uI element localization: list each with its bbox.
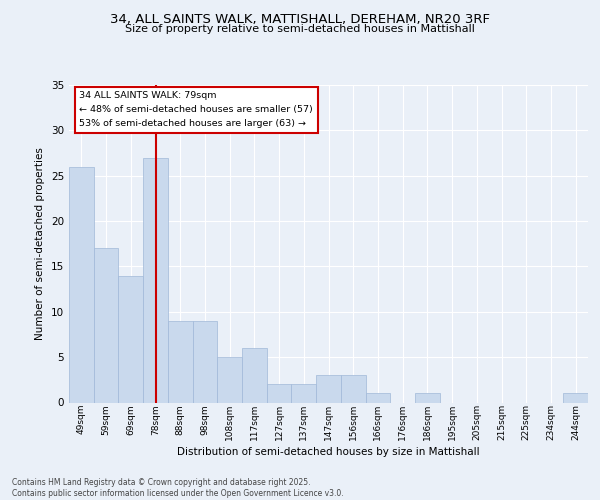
Text: 34 ALL SAINTS WALK: 79sqm
← 48% of semi-detached houses are smaller (57)
53% of : 34 ALL SAINTS WALK: 79sqm ← 48% of semi-… [79,92,313,128]
Text: Contains HM Land Registry data © Crown copyright and database right 2025.
Contai: Contains HM Land Registry data © Crown c… [12,478,344,498]
Bar [217,357,242,403]
Bar [316,376,341,402]
Bar [365,394,390,402]
Bar [118,276,143,402]
Bar [267,384,292,402]
Bar [69,166,94,402]
Bar [143,158,168,402]
Y-axis label: Number of semi-detached properties: Number of semi-detached properties [35,148,46,340]
Bar [94,248,118,402]
Bar [242,348,267,403]
Bar [292,384,316,402]
Bar [193,321,217,402]
X-axis label: Distribution of semi-detached houses by size in Mattishall: Distribution of semi-detached houses by … [177,447,480,457]
Text: Size of property relative to semi-detached houses in Mattishall: Size of property relative to semi-detach… [125,24,475,34]
Text: 34, ALL SAINTS WALK, MATTISHALL, DEREHAM, NR20 3RF: 34, ALL SAINTS WALK, MATTISHALL, DEREHAM… [110,12,490,26]
Bar [563,394,588,402]
Bar [168,321,193,402]
Bar [415,394,440,402]
Bar [341,376,365,402]
